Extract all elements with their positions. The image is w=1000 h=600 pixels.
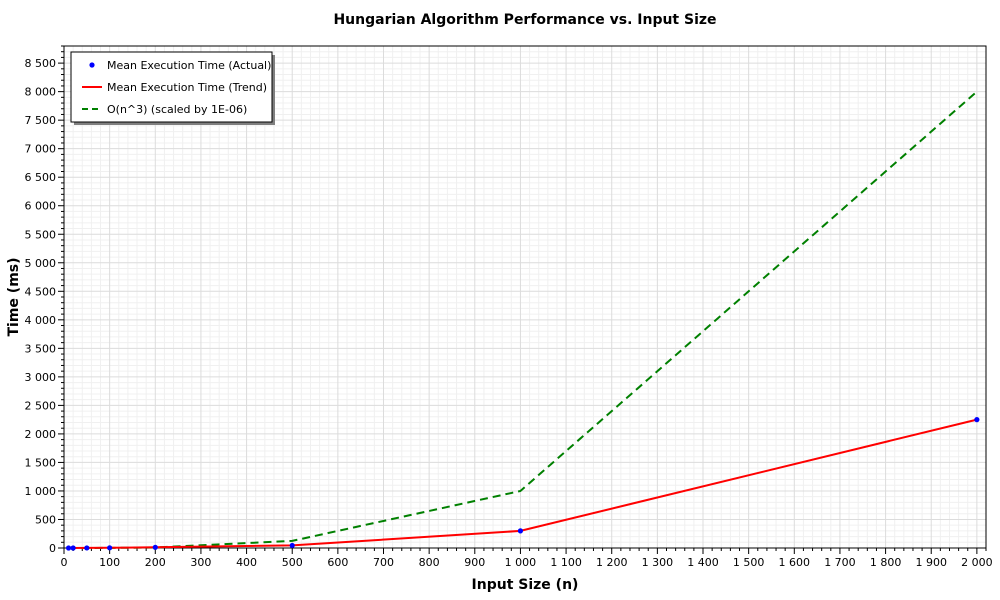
x-tick-label: 900: [464, 556, 485, 569]
x-tick-label: 400: [236, 556, 257, 569]
x-tick-label: 500: [282, 556, 303, 569]
y-tick-label: 4 500: [25, 285, 57, 298]
y-tick-label: 6 500: [25, 171, 57, 184]
y-tick-label: 8 500: [25, 57, 57, 70]
x-tick-label: 1 700: [824, 556, 856, 569]
chart-title: Hungarian Algorithm Performance vs. Inpu…: [333, 12, 716, 28]
y-tick-label: 7 000: [25, 143, 57, 156]
x-tick-label: 1 900: [915, 556, 947, 569]
y-tick-label: 6 000: [25, 200, 57, 213]
x-tick-label: 2 000: [961, 556, 993, 569]
x-tick-label: 200: [145, 556, 166, 569]
x-tick-label: 100: [99, 556, 120, 569]
x-tick-label: 1 000: [505, 556, 537, 569]
x-tick-label: 1 800: [870, 556, 902, 569]
x-tick-label: 700: [373, 556, 394, 569]
grid-layer: [63, 45, 987, 549]
data-point-actual: [107, 545, 113, 551]
y-tick-label: 3 500: [25, 342, 57, 355]
y-tick-label: 7 500: [25, 114, 57, 127]
y-tick-label: 2 500: [25, 399, 57, 412]
x-axis-title: Input Size (n): [472, 577, 579, 593]
data-point-actual: [84, 545, 90, 551]
series-layer: [65, 90, 980, 551]
y-tick-label: 2 000: [25, 428, 57, 441]
x-tick-label: 1 500: [733, 556, 765, 569]
x-tick-label: 600: [327, 556, 348, 569]
legend-marker-actual: [89, 62, 95, 68]
series-line-trend: [68, 418, 978, 549]
y-tick-label: 1 500: [25, 456, 57, 469]
legend-label: Mean Execution Time (Actual): [107, 59, 271, 72]
y-tick-label: 5 500: [25, 228, 57, 241]
y-tick-label: 500: [35, 513, 56, 526]
legend-label: Mean Execution Time (Trend): [107, 81, 267, 94]
legend-label: O(n^3) (scaled by 1E-06): [107, 103, 247, 116]
y-tick-label: 5 000: [25, 257, 57, 270]
data-point-actual: [289, 542, 295, 549]
y-tick-label: 4 000: [25, 314, 57, 327]
x-tick-label: 1 400: [687, 556, 719, 569]
y-axis-title: Time (ms): [6, 257, 22, 336]
data-point-actual: [152, 544, 158, 550]
legend-box: [70, 51, 273, 123]
y-tick-label: 1 000: [25, 485, 57, 498]
data-point-actual: [974, 417, 980, 423]
x-tick-label: 300: [190, 556, 211, 569]
data-point-actual: [70, 545, 76, 551]
x-tick-label: 1 200: [596, 556, 628, 569]
data-point-actual: [65, 545, 72, 551]
y-tick-label: 3 000: [25, 371, 57, 384]
y-tick-label: 8 000: [25, 86, 57, 99]
x-tick-label: 0: [61, 556, 68, 569]
x-tick-label: 1 300: [642, 556, 674, 569]
data-point-actual: [517, 528, 524, 534]
x-tick-label: 1 600: [779, 556, 811, 569]
x-tick-label: 1 100: [550, 556, 582, 569]
tick-layer: 0 100 200 300 400 500 600 700 800 900 1 000 1 100 1 …: [25, 45, 993, 569]
legend: Mean Execution Time (Actual) Mean Executi…: [70, 51, 275, 125]
y-tick-label: 0: [49, 542, 56, 555]
x-tick-label: 800: [419, 556, 440, 569]
